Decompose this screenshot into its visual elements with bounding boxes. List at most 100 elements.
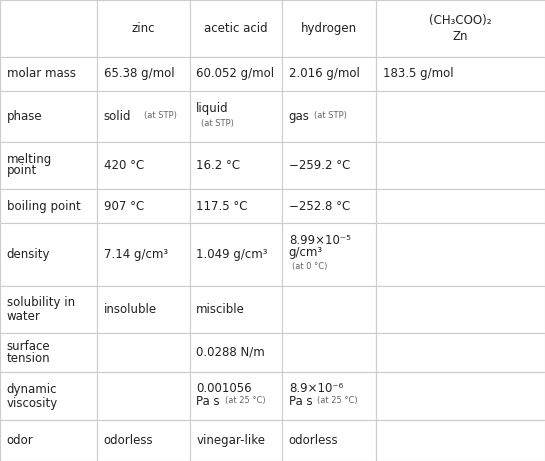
Bar — [376, 420, 545, 461]
Text: (at STP): (at STP) — [314, 111, 347, 120]
Bar — [190, 223, 282, 286]
Bar — [97, 0, 190, 57]
Bar — [0, 420, 97, 461]
Bar — [376, 57, 545, 91]
Bar — [282, 0, 376, 57]
Bar — [97, 420, 190, 461]
Bar — [0, 223, 97, 286]
Bar — [282, 91, 376, 142]
Text: density: density — [7, 248, 50, 261]
Text: miscible: miscible — [196, 303, 245, 316]
Bar — [190, 333, 282, 372]
Text: surface: surface — [7, 340, 50, 354]
Text: 0.001056: 0.001056 — [196, 382, 252, 395]
Bar — [376, 286, 545, 333]
Bar — [0, 142, 97, 189]
Text: 183.5 g/mol: 183.5 g/mol — [383, 67, 453, 81]
Text: 1.049 g/cm³: 1.049 g/cm³ — [196, 248, 268, 261]
Bar — [0, 372, 97, 420]
Text: gas: gas — [289, 110, 310, 123]
Bar — [376, 0, 545, 57]
Text: 0.0288 N/m: 0.0288 N/m — [196, 346, 265, 359]
Text: dynamic: dynamic — [7, 383, 57, 396]
Text: zinc: zinc — [131, 22, 155, 35]
Text: odorless: odorless — [104, 434, 153, 447]
Bar — [190, 372, 282, 420]
Text: g/cm³: g/cm³ — [289, 246, 323, 259]
Bar — [376, 372, 545, 420]
Text: insoluble: insoluble — [104, 303, 156, 316]
Text: liquid: liquid — [196, 102, 229, 115]
Bar — [376, 223, 545, 286]
Bar — [0, 333, 97, 372]
Bar — [190, 57, 282, 91]
Text: solubility in: solubility in — [7, 296, 75, 309]
Bar — [97, 57, 190, 91]
Text: −259.2 °C: −259.2 °C — [289, 159, 350, 171]
Bar — [97, 333, 190, 372]
Text: Pa s: Pa s — [196, 395, 220, 408]
Bar — [376, 91, 545, 142]
Text: odorless: odorless — [289, 434, 338, 447]
Text: 7.14 g/cm³: 7.14 g/cm³ — [104, 248, 168, 261]
Bar — [376, 142, 545, 189]
Bar — [97, 189, 190, 223]
Text: odor: odor — [7, 434, 33, 447]
Text: boiling point: boiling point — [7, 200, 80, 213]
Bar — [0, 189, 97, 223]
Bar — [0, 57, 97, 91]
Text: 65.38 g/mol: 65.38 g/mol — [104, 67, 174, 81]
Text: (at 25 °C): (at 25 °C) — [225, 396, 265, 405]
Text: molar mass: molar mass — [7, 67, 76, 81]
Text: acetic acid: acetic acid — [204, 22, 268, 35]
Bar — [190, 142, 282, 189]
Bar — [97, 372, 190, 420]
Text: hydrogen: hydrogen — [301, 22, 357, 35]
Text: (at STP): (at STP) — [201, 119, 233, 128]
Text: water: water — [7, 310, 40, 323]
Bar — [282, 223, 376, 286]
Bar — [282, 420, 376, 461]
Bar — [282, 286, 376, 333]
Bar — [282, 333, 376, 372]
Bar — [282, 142, 376, 189]
Text: vinegar-like: vinegar-like — [196, 434, 265, 447]
Text: −252.8 °C: −252.8 °C — [289, 200, 350, 213]
Text: 60.052 g/mol: 60.052 g/mol — [196, 67, 274, 81]
Text: viscosity: viscosity — [7, 396, 58, 409]
Text: (at 25 °C): (at 25 °C) — [317, 396, 358, 405]
Bar — [0, 91, 97, 142]
Bar — [190, 420, 282, 461]
Text: 117.5 °C: 117.5 °C — [196, 200, 247, 213]
Text: 16.2 °C: 16.2 °C — [196, 159, 240, 171]
Bar — [190, 0, 282, 57]
Bar — [97, 91, 190, 142]
Text: (CH₃COO)₂: (CH₃COO)₂ — [429, 13, 492, 27]
Bar — [282, 372, 376, 420]
Text: melting: melting — [7, 153, 52, 166]
Text: (at 0 °C): (at 0 °C) — [292, 261, 327, 271]
Text: 8.99×10⁻⁵: 8.99×10⁻⁵ — [289, 234, 351, 247]
Text: Pa s: Pa s — [289, 395, 312, 408]
Text: 907 °C: 907 °C — [104, 200, 144, 213]
Bar — [282, 189, 376, 223]
Bar — [97, 223, 190, 286]
Bar — [190, 189, 282, 223]
Bar — [97, 142, 190, 189]
Bar — [190, 286, 282, 333]
Text: Zn: Zn — [453, 30, 468, 43]
Bar — [0, 286, 97, 333]
Bar — [376, 189, 545, 223]
Bar — [190, 91, 282, 142]
Text: 8.9×10⁻⁶: 8.9×10⁻⁶ — [289, 382, 343, 395]
Text: solid: solid — [104, 110, 131, 123]
Bar — [376, 333, 545, 372]
Bar — [282, 57, 376, 91]
Text: (at STP): (at STP) — [144, 111, 177, 120]
Text: phase: phase — [7, 110, 42, 123]
Bar — [0, 0, 97, 57]
Text: point: point — [7, 164, 37, 177]
Text: 420 °C: 420 °C — [104, 159, 144, 171]
Bar — [97, 286, 190, 333]
Text: 2.016 g/mol: 2.016 g/mol — [289, 67, 360, 81]
